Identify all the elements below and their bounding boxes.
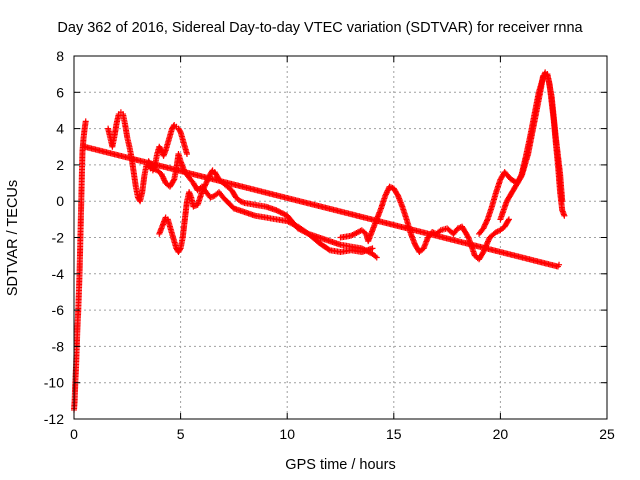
data-point <box>352 230 359 237</box>
data-point <box>280 210 287 217</box>
x-axis-label: GPS time / hours <box>285 457 396 473</box>
x-tick-label: 5 <box>177 426 185 442</box>
data-points <box>71 69 568 413</box>
axis-ticks: 0 5 10 15 20 25 -12 -10 -8 -6 -4 -2 0 2 4 6 8 <box>44 48 615 442</box>
data-point <box>559 198 566 205</box>
data-point <box>290 221 297 228</box>
data-series <box>145 151 376 256</box>
y-tick-label: 8 <box>56 48 64 64</box>
x-tick-label: 15 <box>386 426 402 442</box>
chart-title: Day 362 of 2016, Sidereal Day-to-day VTE… <box>57 20 583 36</box>
data-point <box>281 211 288 218</box>
y-tick-label: -2 <box>52 230 65 246</box>
data-point <box>288 220 295 227</box>
data-series <box>105 109 190 205</box>
data-point <box>292 222 299 229</box>
x-tick-label: 25 <box>599 426 615 442</box>
data-point <box>556 261 563 268</box>
x-tick-label: 10 <box>279 426 295 442</box>
data-series <box>497 71 566 223</box>
data-point <box>349 232 356 239</box>
data-point <box>273 207 280 214</box>
data-point <box>373 254 380 261</box>
y-tick-label: -6 <box>52 302 65 318</box>
y-tick-label: -12 <box>44 411 64 427</box>
data-point <box>289 220 296 227</box>
data-point <box>483 217 490 224</box>
x-tick-label: 20 <box>493 426 509 442</box>
data-point <box>278 209 285 216</box>
y-tick-label: -10 <box>44 375 64 391</box>
data-point <box>274 207 281 214</box>
y-tick-label: 6 <box>56 84 64 100</box>
y-axis-label: SDTVAR / TECUs <box>5 179 21 297</box>
data-series <box>156 167 380 261</box>
data-point <box>176 246 183 253</box>
data-point <box>348 232 355 239</box>
data-point <box>82 118 89 125</box>
data-point <box>505 217 512 224</box>
data-point <box>561 212 568 219</box>
data-series <box>81 143 563 270</box>
data-point <box>277 209 284 216</box>
data-point <box>353 229 360 236</box>
data-point <box>170 177 177 184</box>
data-point <box>505 216 512 223</box>
y-tick-label: -4 <box>52 266 65 282</box>
data-point <box>276 208 283 215</box>
data-point <box>286 219 293 226</box>
data-point <box>183 151 190 158</box>
data-point <box>464 233 471 240</box>
data-point <box>285 218 292 225</box>
data-point <box>325 246 332 253</box>
data-point <box>350 231 357 238</box>
data-point <box>208 168 215 175</box>
y-tick-label: 2 <box>56 157 64 173</box>
data-point <box>284 218 291 225</box>
data-point <box>369 245 376 252</box>
data-point <box>354 229 361 236</box>
data-point <box>176 128 183 135</box>
x-tick-label: 0 <box>70 426 78 442</box>
y-tick-label: 4 <box>56 121 64 137</box>
y-tick-label: 0 <box>56 193 64 209</box>
y-tick-label: -8 <box>52 338 65 354</box>
data-point <box>170 123 177 130</box>
plot-frame <box>73 55 608 420</box>
